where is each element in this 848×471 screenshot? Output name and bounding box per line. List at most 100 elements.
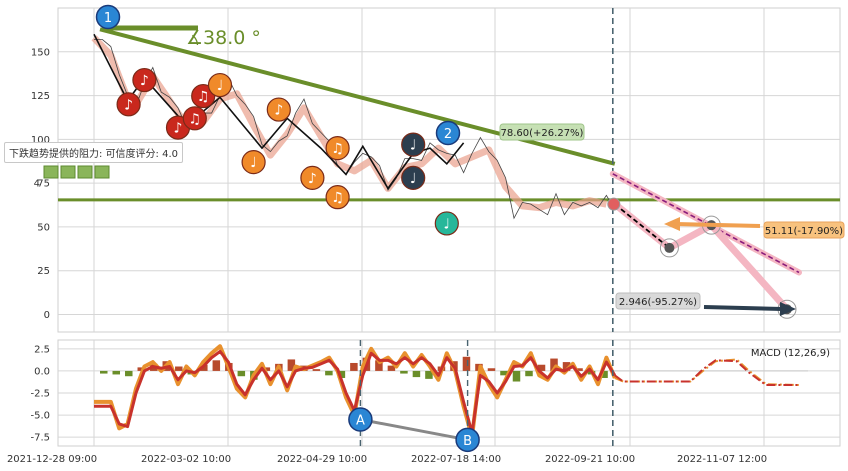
macd-histogram-bar — [487, 368, 496, 371]
macd-histogram-bar — [212, 360, 221, 371]
price-y-tick-label: 25 — [37, 266, 50, 277]
macd-y-tick-label: -7.5 — [30, 433, 50, 444]
note-marker — [300, 165, 325, 190]
note-marker-glyph: ♫ — [331, 190, 344, 206]
price-frame — [57, 7, 841, 333]
price-y-tick-label: 150 — [31, 47, 50, 58]
label-upper-bg — [499, 123, 585, 141]
low-target-arrow — [703, 305, 783, 311]
note-marker-glyph: ♩ — [443, 216, 450, 232]
label-low: 2.946(-95.27%) — [619, 297, 697, 308]
price-panel: 0 25 50 75 100 125 150 4 ∡38.0 ° 78.60(+26.27%) 51… — [31, 4, 845, 333]
wave-badge-label: 2 — [444, 127, 452, 142]
mini-chart-icon — [60, 165, 76, 179]
note-marker — [241, 150, 266, 175]
x-tick-label: 2022-09-21 10:00 — [545, 454, 635, 465]
macd-histogram-bar — [412, 370, 421, 378]
label-mid-bg — [763, 221, 845, 239]
label-mid: 51.11(-17.90%) — [765, 226, 843, 237]
macd-histogram-bar — [400, 370, 408, 374]
mid-target-arrowhead — [664, 217, 680, 231]
macd-histogram-bar — [312, 369, 321, 371]
note-marker — [401, 165, 426, 190]
note-marker-glyph: ♩ — [217, 78, 224, 94]
note-marker — [207, 72, 233, 98]
forecast-path-dash — [614, 203, 788, 310]
macd-histogram-bar — [525, 370, 533, 377]
signal-line — [94, 349, 617, 435]
note-marker — [325, 136, 350, 161]
note-marker-glyph: ♪ — [274, 103, 283, 119]
macd-title: MACD (12,26,9) — [751, 348, 830, 359]
price-y-tick-label: 50 — [37, 222, 50, 233]
x-tick-label: 2022-11-07 12:00 — [677, 454, 767, 465]
macd-histogram-bar — [175, 366, 183, 371]
macd-y-tick-label: -2.5 — [30, 389, 50, 400]
macd-histogram-bar — [237, 370, 246, 377]
wave-badge-label: 1 — [104, 11, 112, 26]
note-marker-glyph: ♫ — [331, 141, 344, 157]
note-marker-glyph: ♪ — [174, 121, 183, 137]
point-badge — [455, 427, 480, 453]
point-badge-label: A — [356, 414, 365, 429]
note-marker-glyph: ♪ — [308, 171, 317, 187]
a-b-connector — [360, 418, 468, 442]
macd-histogram-bar — [125, 370, 133, 377]
note-marker-glyph: ♩ — [410, 138, 417, 154]
macd-histogram-bar — [512, 370, 521, 382]
forecast-band-mid — [667, 222, 713, 251]
price-y-tick-partial: 4 — [34, 179, 40, 190]
resistance-note-box: 下跌趋势提供的阻力: 可信度评分: 4.0 — [4, 142, 183, 163]
note-marker-glyph: ♫ — [189, 111, 202, 127]
forecast-start-dot — [607, 197, 621, 211]
price-y-tick-label: 100 — [31, 135, 50, 146]
mini-chart-icon — [94, 165, 110, 179]
macd-histogram-bar — [100, 370, 108, 374]
note-marker — [182, 106, 207, 131]
macd-histogram-bar — [575, 368, 583, 371]
macd-histogram-bar — [112, 370, 121, 375]
note-marker — [434, 211, 459, 236]
forecast-target-dot — [664, 242, 675, 253]
price-y-tick-label: 75 — [37, 179, 50, 190]
x-tick-label: 2022-07-18 14:00 — [411, 454, 501, 465]
label-low-bg — [615, 292, 701, 310]
angle-label: ∡38.0 ° — [186, 27, 261, 49]
x-tick-label: 2021-12-28 09:00 — [7, 454, 97, 465]
macd-histogram-bar — [287, 359, 296, 371]
mini-chart-icon — [77, 165, 93, 179]
wave-badge — [435, 120, 461, 146]
wave-badge — [95, 4, 121, 30]
mid-target-arrow — [675, 222, 761, 228]
low-target-arrowhead — [780, 302, 796, 316]
point-badge — [348, 407, 373, 432]
note-marker-glyph: ♩ — [410, 171, 417, 187]
mini-chart-icon — [43, 165, 59, 179]
note-marker — [266, 97, 291, 122]
resistance-note-text: 下跌趋势提供的阻力: 可信度评分: 4.0 — [9, 149, 178, 160]
resistance-trend-line — [99, 27, 616, 166]
macd-histogram-bar — [325, 370, 333, 376]
forecast-target-ring — [659, 238, 679, 258]
x-tick-label: 2022-04-29 10:00 — [277, 454, 367, 465]
forecast-band-low — [709, 223, 790, 312]
note-marker — [401, 132, 426, 157]
macd-panel: 2.5 0.0 -2.5 -5.0 -7.5 A B MACD (12,26,9) 2021-1… — [7, 339, 841, 465]
point-badge-label: B — [463, 434, 472, 449]
macd-histogram-bar — [537, 364, 546, 371]
note-marker — [191, 83, 216, 109]
price-y-tick-label: 125 — [31, 91, 50, 102]
note-marker-glyph: ♪ — [124, 97, 133, 113]
macd-histogram-bar — [387, 365, 396, 371]
macd-histogram-bar — [337, 370, 346, 378]
macd-y-tick-label: 2.5 — [34, 344, 50, 355]
macd-histogram-bar — [350, 362, 358, 371]
macd-histogram-bar — [425, 370, 433, 379]
note-marker-glyph: ♫ — [197, 89, 210, 105]
wave-zigzag — [93, 33, 465, 190]
wave-highlight-band — [91, 35, 608, 212]
note-marker-glyph: ♩ — [250, 155, 257, 171]
signal-line-forecast — [614, 359, 800, 387]
note-marker — [132, 67, 157, 93]
